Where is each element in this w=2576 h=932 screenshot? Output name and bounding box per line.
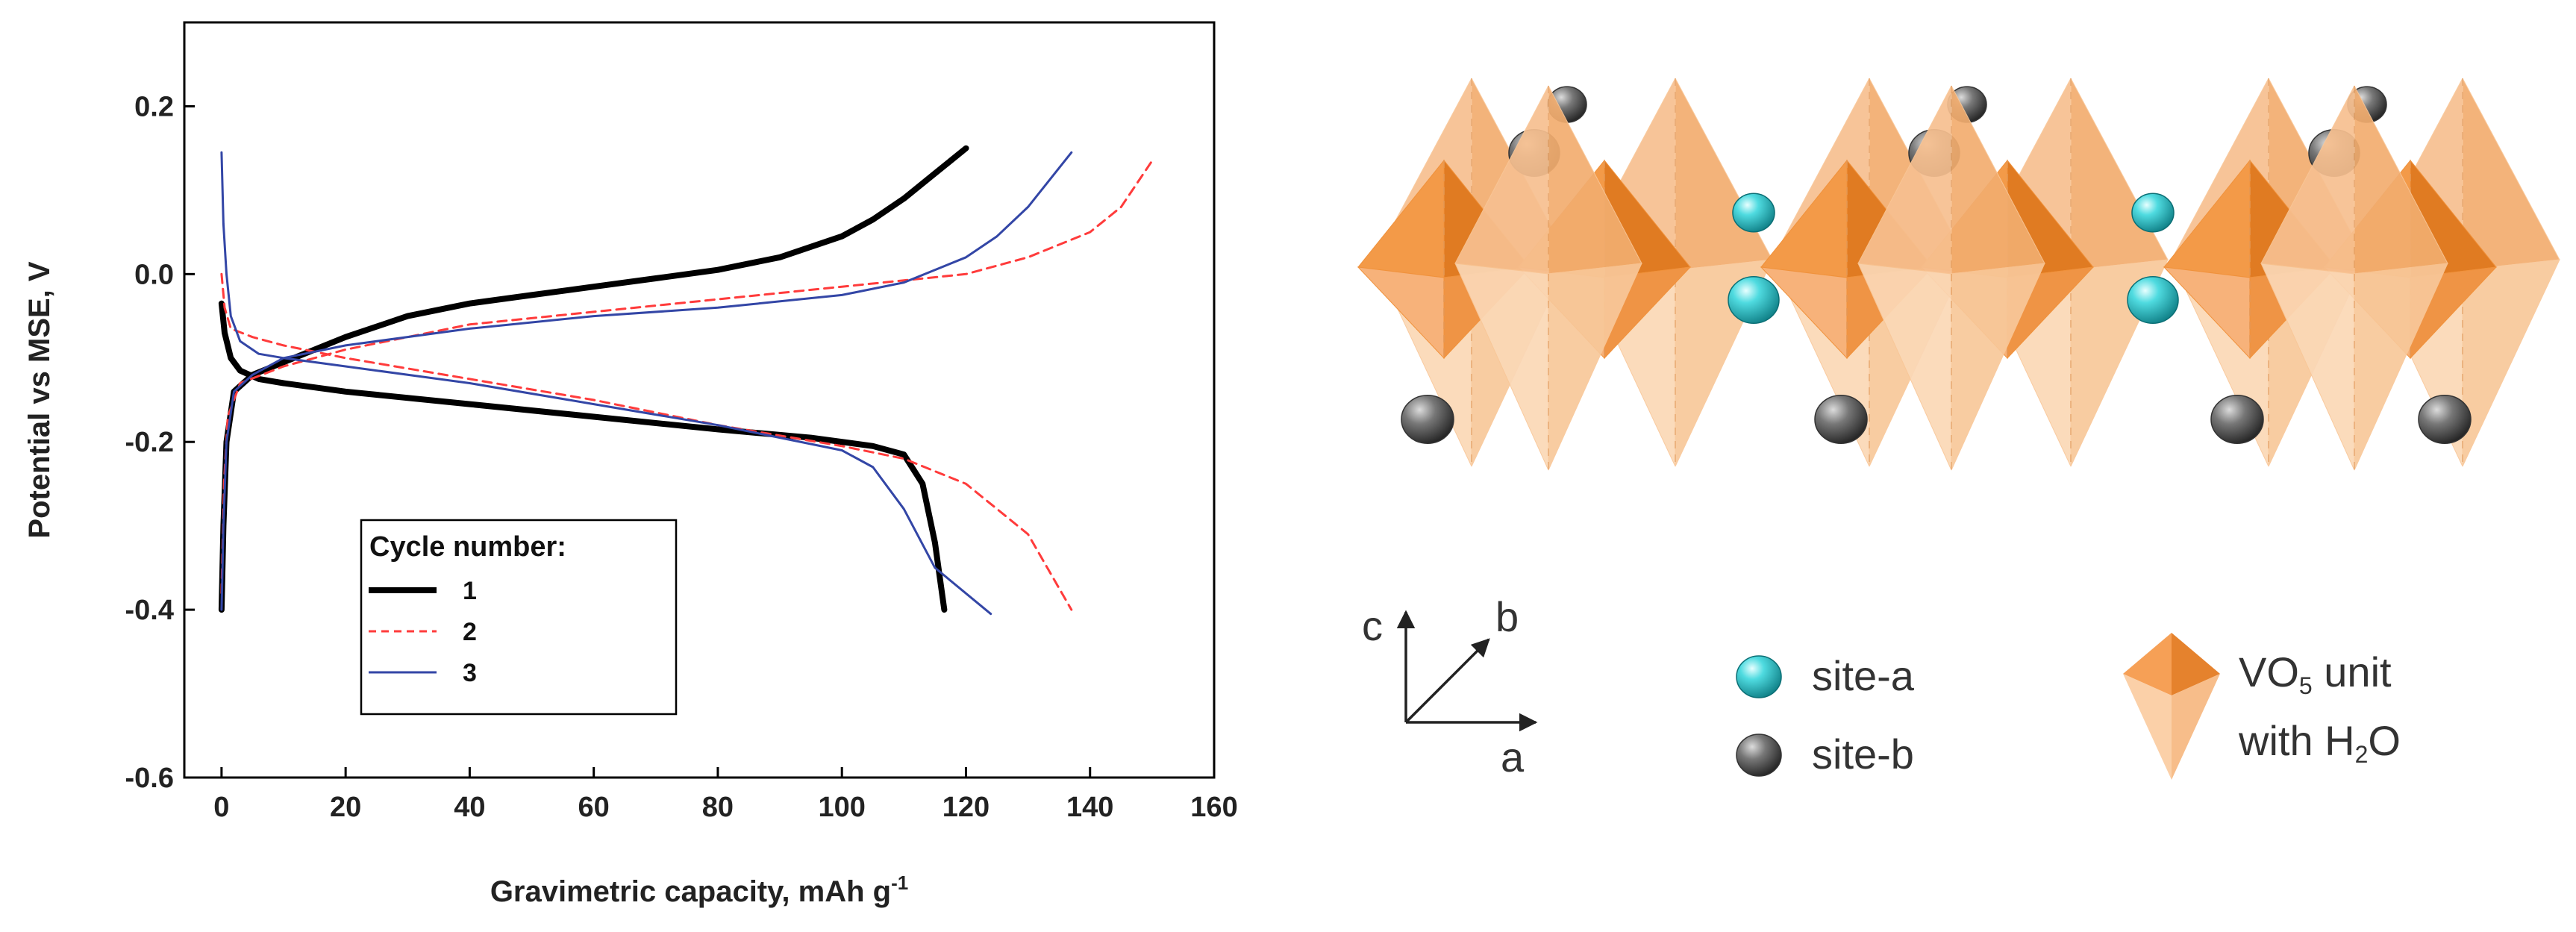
- x-tick-label: 20: [330, 792, 361, 823]
- y-axis-label: Potential vs MSE, V: [23, 261, 56, 539]
- a-axis-label: a: [1501, 734, 1525, 781]
- vo5-light-octahedron-front: [1857, 85, 2045, 471]
- h2o-prefix: with H: [2238, 717, 2355, 764]
- x-tick-label: 140: [1066, 792, 1113, 823]
- diagram-legend: site-a site-b VO5 unit with H2O: [1736, 633, 2401, 780]
- x-tick-label: 160: [1190, 792, 1237, 823]
- x-tick-label: 60: [578, 792, 610, 823]
- legend-title: Cycle number:: [369, 531, 566, 563]
- site-b-label: site-b: [1812, 731, 1914, 778]
- site-a-atom: [1732, 193, 1775, 233]
- x-tick-label: 40: [454, 792, 485, 823]
- series-layer: [218, 145, 1154, 616]
- vo5-light-octahedron-front: [1454, 85, 1642, 471]
- y-tick-label: 0.0: [134, 259, 174, 290]
- series-3-discharge-curve: [220, 151, 992, 616]
- site-b-atom: [1814, 395, 1868, 444]
- series-2-discharge-curve: [220, 272, 1073, 611]
- h2o-subscript: 2: [2355, 741, 2369, 768]
- site-b-atom: [2210, 395, 2264, 444]
- x-axis-label-main: Gravimetric capacity, mAh g: [490, 875, 891, 908]
- vo5-light-octahedron-front: [2260, 85, 2448, 471]
- vo5-unit-swatch: [2123, 633, 2220, 780]
- site-b-atom: [1401, 395, 1454, 444]
- with-h2o-label: with H2O: [2238, 717, 2401, 768]
- x-tick-label: 0: [213, 792, 229, 823]
- legend-label-2: 2: [463, 618, 477, 646]
- b-axis-label: b: [1495, 593, 1519, 640]
- h2o-suffix: O: [2368, 717, 2401, 764]
- vo5-chain: [1357, 78, 2560, 471]
- legend-label-3: 3: [463, 659, 477, 687]
- b-axis-arrow: [1404, 638, 1490, 724]
- x-axis-label: Gravimetric capacity, mAh g-1: [490, 872, 908, 908]
- site-a-atom: [1728, 275, 1780, 325]
- x-axis: 0 20 40 60 80 100 120 140 160: [213, 767, 1238, 823]
- plot-frame: [183, 21, 1216, 779]
- vo5-unit-label: VO5 unit: [2239, 648, 2392, 699]
- x-tick-label: 100: [819, 792, 866, 823]
- site-a-swatch: [1736, 655, 1782, 698]
- x-tick-label: 120: [942, 792, 990, 823]
- series-1-discharge-curve: [218, 300, 948, 613]
- charge-discharge-chart: 0 20 40 60 80 100 120 140 160 0.2 0.0 -0.2 -0.4 -0.6…: [23, 21, 1238, 908]
- site-a-atom: [2127, 275, 2179, 325]
- vo5-structure-diagram: c b a site-a site-b VO5 unit with H2O: [1357, 78, 2560, 781]
- series-3-charge-curve: [220, 151, 1073, 611]
- legend: Cycle number: 1 2 3: [360, 519, 678, 716]
- y-tick-label: -0.6: [125, 763, 174, 794]
- axes-triad: c b a: [1362, 593, 1538, 781]
- site-a-atom: [2131, 193, 2175, 233]
- vo5-suffix: unit: [2313, 648, 2392, 695]
- y-tick-label: 0.2: [134, 91, 174, 122]
- y-tick-label: -0.4: [125, 595, 174, 626]
- vo5-subscript: 5: [2299, 672, 2313, 699]
- x-tick-label: 80: [702, 792, 734, 823]
- legend-label-1: 1: [463, 577, 477, 605]
- y-axis: 0.2 0.0 -0.2 -0.4 -0.6: [125, 91, 195, 794]
- x-axis-label-sup: -1: [891, 872, 908, 894]
- y-tick-label: -0.2: [125, 427, 174, 458]
- site-b-swatch: [1736, 734, 1782, 777]
- legend-box: [360, 519, 678, 716]
- vo5-prefix: VO: [2239, 648, 2299, 695]
- c-axis-label: c: [1362, 602, 1383, 649]
- site-b-atom: [2418, 395, 2472, 444]
- site-a-label: site-a: [1812, 652, 1915, 699]
